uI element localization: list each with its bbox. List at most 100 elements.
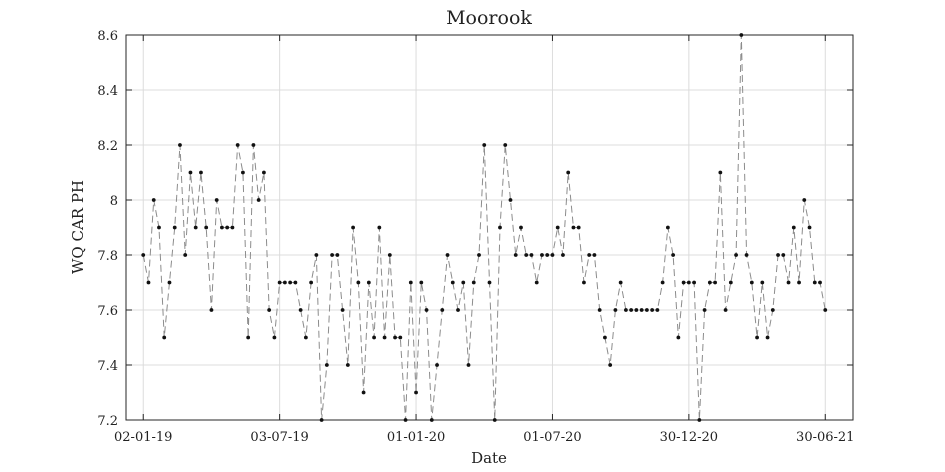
data-point	[199, 170, 203, 175]
data-point	[267, 308, 272, 312]
data-point	[256, 198, 261, 202]
data-point	[151, 198, 156, 202]
data-point	[566, 170, 571, 175]
data-point	[387, 253, 392, 257]
data-point	[713, 280, 717, 285]
data-point	[681, 280, 686, 285]
y-axis-label: WQ CAR PH	[69, 180, 87, 274]
axis-ticks: 7.2 7.4 7.6 7.8 8 8.2 8.4 8.6 02-01-19 03-07-19 01…	[97, 29, 854, 445]
series-layer	[141, 33, 828, 422]
data-point	[776, 253, 780, 257]
data-point	[802, 198, 807, 202]
data-point	[823, 308, 828, 312]
data-point	[414, 390, 418, 395]
data-point	[529, 253, 534, 257]
data-point	[639, 308, 644, 312]
x-tick-label: 01-07-20	[523, 430, 581, 445]
data-point	[377, 225, 382, 230]
chart-title: Moorook	[446, 7, 532, 29]
data-point	[818, 280, 822, 285]
data-point	[241, 170, 245, 175]
y-tick-label: 7.6	[97, 304, 118, 319]
data-point	[335, 253, 340, 257]
data-point	[786, 280, 791, 285]
data-point	[167, 280, 172, 285]
data-point	[277, 280, 282, 285]
x-tick-label: 30-06-21	[796, 430, 854, 445]
data-point	[372, 335, 376, 340]
data-point	[162, 335, 167, 340]
data-point	[697, 418, 702, 422]
data-point	[597, 308, 602, 312]
data-point	[492, 418, 497, 422]
data-point	[755, 335, 759, 340]
data-point	[582, 280, 586, 285]
data-point	[498, 225, 502, 230]
data-point	[183, 253, 188, 257]
y-tick-label: 8.4	[97, 84, 118, 99]
data-point	[629, 308, 634, 312]
data-point	[445, 253, 450, 257]
data-point	[419, 280, 424, 285]
x-tick-label: 30-12-20	[660, 430, 718, 445]
x-tick-label: 02-01-19	[114, 430, 172, 445]
data-point	[728, 280, 733, 285]
data-point	[314, 253, 319, 257]
data-point	[618, 280, 623, 285]
data-point	[351, 225, 355, 230]
data-point	[723, 308, 728, 312]
data-point	[435, 363, 439, 367]
data-point	[477, 253, 481, 257]
data-point	[309, 280, 314, 285]
data-point	[345, 363, 350, 367]
data-point	[193, 225, 198, 230]
data-point	[765, 335, 770, 340]
data-point	[366, 280, 371, 285]
data-point	[141, 253, 146, 257]
data-point	[440, 308, 445, 312]
data-point	[707, 280, 712, 285]
data-point	[561, 253, 565, 257]
data-point	[555, 225, 560, 230]
y-tick-label: 8.2	[97, 139, 118, 154]
data-point	[235, 143, 240, 147]
data-point	[361, 390, 366, 395]
data-point	[624, 308, 628, 312]
data-point	[408, 280, 413, 285]
series-line	[142, 34, 826, 421]
data-point	[587, 253, 592, 257]
grid-lines	[126, 34, 853, 421]
data-point	[230, 225, 235, 230]
data-point	[702, 308, 707, 312]
data-point	[178, 143, 182, 147]
data-point	[660, 280, 665, 285]
data-point	[744, 253, 749, 257]
data-point	[519, 225, 523, 230]
data-point	[571, 225, 576, 230]
data-point	[576, 225, 581, 230]
data-point	[303, 335, 308, 340]
data-point	[487, 280, 492, 285]
data-point	[482, 143, 487, 147]
data-point	[225, 225, 230, 230]
data-point	[450, 280, 455, 285]
data-point	[739, 33, 744, 37]
data-point	[665, 225, 670, 230]
data-point	[246, 335, 251, 340]
data-point	[686, 280, 691, 285]
x-tick-label: 03-07-19	[250, 430, 308, 445]
data-point	[807, 225, 812, 230]
data-point	[471, 280, 476, 285]
data-point	[262, 170, 266, 175]
data-point	[298, 308, 303, 312]
plot-frame	[125, 34, 854, 421]
data-point	[204, 225, 209, 230]
data-point	[550, 253, 555, 257]
data-point	[503, 143, 508, 147]
data-point	[644, 308, 649, 312]
data-point	[188, 170, 193, 175]
data-point	[545, 253, 550, 257]
data-point	[613, 308, 618, 312]
data-point	[282, 280, 287, 285]
y-tick-label: 7.8	[97, 249, 118, 264]
